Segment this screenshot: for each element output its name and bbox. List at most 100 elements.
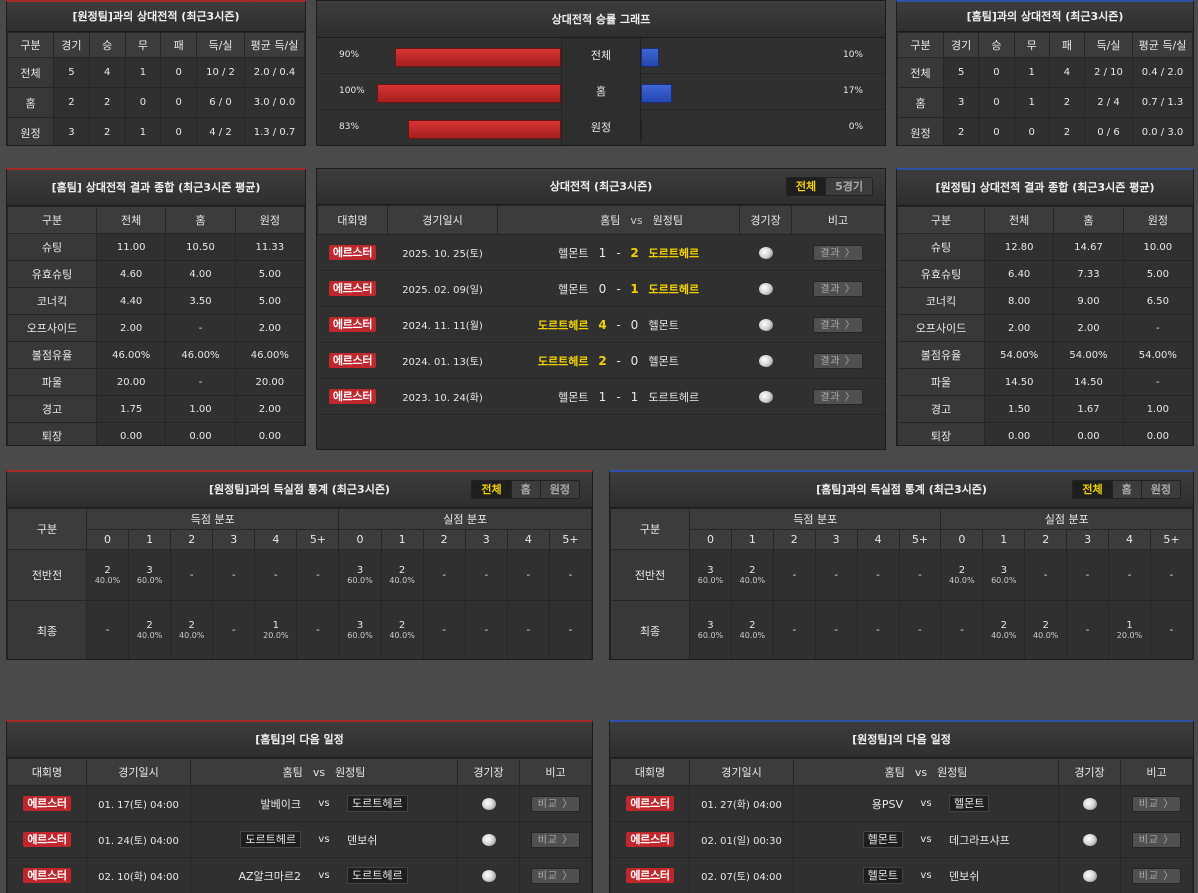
away-team[interactable]: 데그라프샤프 [949, 833, 1010, 847]
bucket-header: 4 [1108, 529, 1151, 550]
col-vs: vs [312, 766, 326, 779]
home-team[interactable]: 헬몬트 [862, 831, 903, 848]
row-label: 홈 [7, 87, 54, 118]
stadium-icon[interactable] [1082, 797, 1097, 810]
stadium-icon[interactable] [758, 282, 773, 295]
compare-button[interactable]: 비교 〉 [530, 867, 581, 884]
tab-전체[interactable]: 전체 [472, 481, 511, 498]
home-team[interactable]: 헬몬트 [497, 234, 595, 271]
dist-count: - [231, 625, 236, 636]
away-team[interactable]: 도르트헤르 [642, 234, 740, 271]
stadium-icon[interactable] [758, 390, 773, 403]
row-label: 전반전 [7, 549, 87, 601]
cell: 5.00 [234, 287, 305, 315]
dist-cell: 2 40.0% [128, 600, 172, 659]
compare-button[interactable]: 비교 〉 [1131, 795, 1182, 812]
tab-홈[interactable]: 홈 [510, 481, 540, 498]
home-team[interactable]: 용PSV [871, 797, 903, 811]
vs-label: vs [920, 798, 932, 809]
cell: 4.60 [95, 260, 167, 288]
tab-전체[interactable]: 전체 [786, 178, 826, 195]
away-team[interactable]: 도르트헤르 [642, 378, 740, 415]
dist-cell: - [170, 549, 214, 601]
result-button[interactable]: 결과 〉 [813, 280, 863, 297]
schedule-row[interactable]: 에르스터 01. 24(토) 04:00 도르트헤르 vs 덴보쉬 비교 〉 [7, 821, 592, 858]
home-team[interactable]: 도르트헤르 [240, 831, 301, 848]
tab-원정[interactable]: 원정 [1140, 481, 1180, 498]
stadium-icon[interactable] [758, 354, 773, 367]
dist-cell: - [772, 549, 816, 601]
home-score: 1 [594, 378, 611, 415]
schedule-row[interactable]: 에르스터 01. 27(화) 04:00 용PSV vs 헬몬트 비교 〉 [610, 785, 1193, 822]
graph-row: 100% 홈 17% [317, 74, 885, 110]
row-label: 최종 [610, 600, 690, 659]
tab-홈[interactable]: 홈 [1111, 481, 1141, 498]
stadium-icon[interactable] [481, 797, 496, 810]
compare-button[interactable]: 비교 〉 [530, 831, 581, 848]
home-team[interactable]: AZ알크마르2 [238, 869, 301, 883]
result-button[interactable]: 결과 〉 [813, 316, 863, 333]
match-row[interactable]: 에르스터 2023. 10. 24(화) 헬몬트 1-1 도르트헤르 결과 〉 [317, 378, 885, 415]
away-team[interactable]: 헬몬트 [642, 306, 740, 343]
match-date: 2025. 10. 25(토) [387, 234, 498, 271]
compare-button[interactable]: 비교 〉 [1131, 867, 1182, 884]
home-team[interactable]: 도르트헤르 [497, 306, 595, 343]
goals-right-panel: [홈팀]과의 득실점 통계 (최근3시즌) 전체 홈 원정 구분 득점 분포 실점 분포… [609, 470, 1194, 660]
bucket-header: 5+ [548, 529, 592, 550]
stadium-icon[interactable] [481, 833, 496, 846]
col-header: 전체 [983, 206, 1055, 234]
home-team[interactable]: 헬몬트 [497, 270, 595, 307]
result-button[interactable]: 결과 〉 [813, 388, 863, 405]
row-label: 원정 [7, 117, 54, 145]
away-team[interactable]: 헬몬트 [642, 342, 740, 379]
result-button[interactable]: 결과 〉 [813, 352, 863, 369]
compare-button[interactable]: 비교 〉 [530, 795, 581, 812]
tab-5경기[interactable]: 5경기 [825, 178, 872, 195]
tab-전체[interactable]: 전체 [1073, 481, 1112, 498]
col-header: 평균 득/실 [1132, 32, 1193, 58]
away-score: 1 [626, 270, 643, 307]
away-team[interactable]: 도르트헤르 [347, 795, 408, 812]
venue-cell [1058, 785, 1121, 822]
schedule-row[interactable]: 에르스터 02. 07(토) 04:00 헬몬트 vs 덴보쉬 비교 〉 [610, 857, 1193, 893]
note-cell: 비교 〉 [1120, 785, 1193, 822]
compare-button[interactable]: 비교 〉 [1131, 831, 1182, 848]
match-row[interactable]: 에르스터 2025. 02. 09(일) 헬몬트 0-1 도르트헤르 결과 〉 [317, 270, 885, 307]
schedule-row[interactable]: 에르스터 01. 17(토) 04:00 발베이크 vs 도르트헤르 비교 〉 [7, 785, 592, 822]
match-date: 01. 27(화) 04:00 [689, 785, 794, 822]
stadium-icon[interactable] [1082, 833, 1097, 846]
cell: 3 [942, 87, 980, 118]
win-graph-panel: 상대전적 승률 그래프 90% 전체 10% 100% 홈 17% 83% 원정 0% [316, 0, 886, 146]
schedule-row[interactable]: 에르스터 02. 01(일) 00:30 헬몬트 vs 데그라프샤프 비교 〉 [610, 821, 1193, 858]
row-label: 원정 [897, 117, 944, 145]
home-team[interactable]: 발베이크 [260, 797, 301, 811]
cell: - [1122, 314, 1193, 342]
cell: 0 [978, 117, 1015, 145]
stadium-icon[interactable] [758, 318, 773, 331]
home-team[interactable]: 헬몬트 [862, 867, 903, 884]
graph-left-pct: 100% [339, 86, 365, 96]
league-badge: 에르스터 [23, 832, 71, 847]
away-team[interactable]: 덴보쉬 [949, 869, 980, 883]
away-team[interactable]: 도르트헤르 [347, 867, 408, 884]
tab-원정[interactable]: 원정 [539, 481, 579, 498]
stadium-icon[interactable] [758, 246, 773, 259]
match-row[interactable]: 에르스터 2024. 11. 11(월) 도르트헤르 4-0 헬몬트 결과 〉 [317, 306, 885, 343]
cell: 46.00% [234, 341, 305, 369]
teams-cell: AZ알크마르2 vs 도르트헤르 [190, 857, 458, 893]
teams-wrap: AZ알크마르2 vs 도르트헤르 [191, 867, 457, 884]
result-button[interactable]: 결과 〉 [813, 244, 863, 261]
away-team[interactable]: 헬몬트 [949, 795, 990, 812]
home-team[interactable]: 헬몬트 [497, 378, 595, 415]
teams-wrap: 헬몬트 vs 데그라프샤프 [794, 831, 1058, 848]
away-team[interactable]: 덴보쉬 [347, 833, 378, 847]
match-row[interactable]: 에르스터 2025. 10. 25(토) 헬몬트 1-2 도르트헤르 결과 〉 [317, 234, 885, 271]
stadium-icon[interactable] [481, 869, 496, 882]
teams-wrap: 용PSV vs 헬몬트 [794, 795, 1058, 812]
home-team[interactable]: 도르트헤르 [497, 342, 595, 379]
match-row[interactable]: 에르스터 2024. 01. 13(토) 도르트헤르 2-0 헬몬트 결과 〉 [317, 342, 885, 379]
note-cell: 비교 〉 [1120, 857, 1193, 893]
schedule-row[interactable]: 에르스터 02. 10(화) 04:00 AZ알크마르2 vs 도르트헤르 비교 〉 [7, 857, 592, 893]
away-team[interactable]: 도르트헤르 [642, 270, 740, 307]
stadium-icon[interactable] [1082, 869, 1097, 882]
